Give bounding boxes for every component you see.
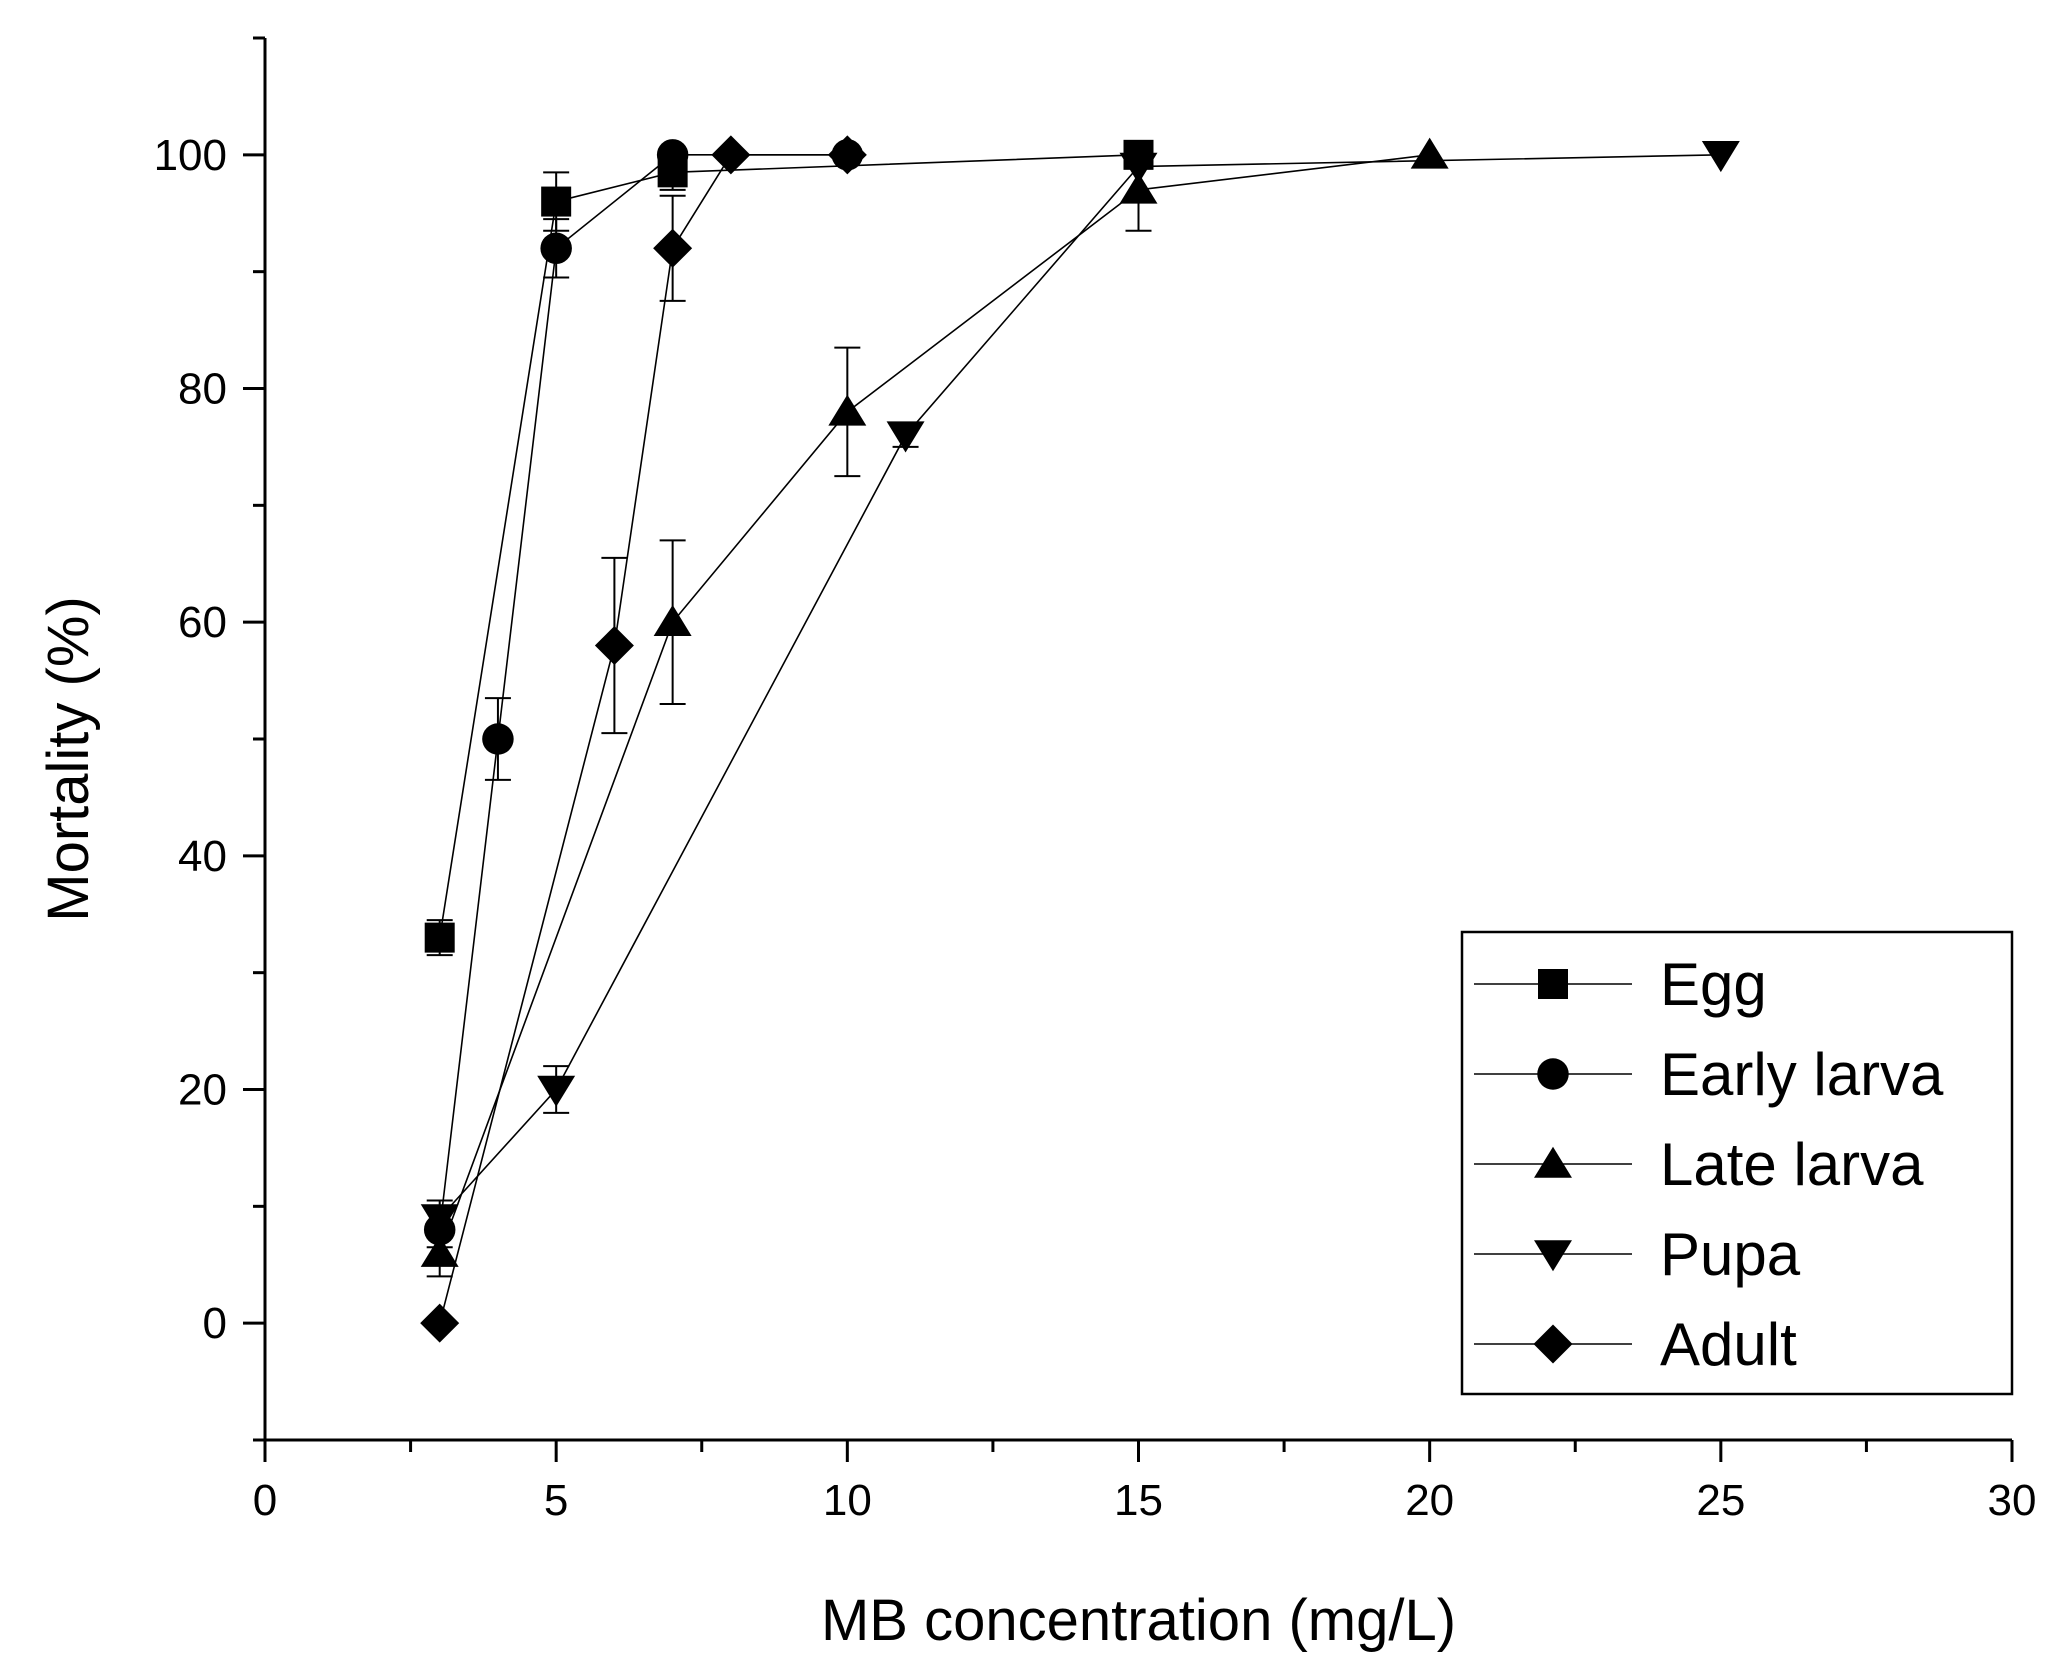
legend-item: Early larva xyxy=(1474,1041,1944,1108)
data-point xyxy=(1410,137,1449,169)
data-point xyxy=(653,228,693,268)
legend-marker xyxy=(1533,1324,1573,1364)
y-tick-label: 100 xyxy=(154,131,227,180)
legend-label: Late larva xyxy=(1660,1131,1924,1198)
data-point xyxy=(653,604,692,636)
legend-item: Adult xyxy=(1474,1311,1797,1378)
axes: 0 5 10 15 20 25 30 0 20 40 60 80 100 xyxy=(154,36,2037,1525)
data-point xyxy=(1701,141,1740,173)
data-point xyxy=(886,421,925,453)
legend-label: Adult xyxy=(1660,1311,1797,1378)
x-tick-label: 20 xyxy=(1405,1476,1454,1525)
series-adult xyxy=(420,135,867,1343)
series-late-larva xyxy=(420,137,1449,1278)
data-point xyxy=(711,135,751,175)
legend-label: Egg xyxy=(1660,951,1767,1018)
data-point xyxy=(482,723,514,755)
x-tick-label: 10 xyxy=(823,1476,872,1525)
data-point xyxy=(420,1204,459,1236)
data-point xyxy=(828,394,867,426)
plot-area xyxy=(420,135,1740,1343)
y-tick-label: 60 xyxy=(178,598,227,647)
data-point xyxy=(420,1303,460,1343)
y-tick-label: 40 xyxy=(178,832,227,881)
series-line xyxy=(438,154,1139,938)
x-tick-label: 25 xyxy=(1696,1476,1745,1525)
legend-marker xyxy=(1538,969,1568,999)
series-pupa xyxy=(420,141,1740,1237)
x-axis-title: MB concentration (mg/L) xyxy=(821,1588,1456,1653)
series-early-larva xyxy=(423,139,864,1249)
data-point xyxy=(540,232,572,265)
data-point xyxy=(537,1075,576,1107)
data-point xyxy=(420,1235,459,1267)
y-tick-label: 0 xyxy=(203,1299,227,1348)
x-tick-label: 0 xyxy=(253,1476,277,1525)
data-point xyxy=(827,135,867,175)
legend-item: Late larva xyxy=(1474,1131,1924,1198)
data-point xyxy=(594,626,634,666)
series-line xyxy=(438,154,1430,1254)
legend-marker xyxy=(1534,1146,1572,1178)
legend-label: Early larva xyxy=(1660,1041,1944,1108)
legend-marker xyxy=(1534,1240,1572,1272)
legend-label: Pupa xyxy=(1660,1221,1801,1288)
legend-item: Egg xyxy=(1474,951,1767,1018)
legend: Egg Early larva Late larva Pupa Adult xyxy=(1460,930,2014,1396)
x-tick-label: 30 xyxy=(1988,1476,2037,1525)
legend-item: Pupa xyxy=(1474,1221,1801,1288)
data-point xyxy=(541,186,572,217)
data-point xyxy=(1119,172,1158,204)
y-tick-label: 80 xyxy=(178,365,227,414)
y-tick-label: 20 xyxy=(178,1066,227,1115)
legend-marker xyxy=(1537,1058,1569,1090)
data-point xyxy=(656,139,689,171)
data-point xyxy=(1119,152,1158,184)
y-axis-title: Mortality (%) xyxy=(36,596,101,921)
data-point xyxy=(424,922,455,953)
series-line xyxy=(438,154,848,1230)
x-tick-label: 15 xyxy=(1114,1476,1163,1525)
x-tick-label: 5 xyxy=(544,1476,568,1525)
